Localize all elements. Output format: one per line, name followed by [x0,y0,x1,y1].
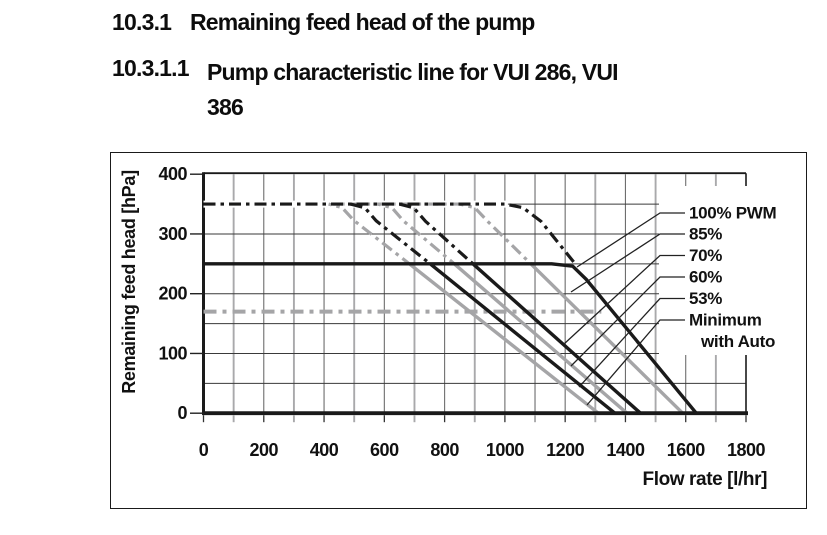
y-tick-label: 400 [159,165,188,185]
curve-minimum-with-auto [408,262,600,415]
legend-label: 100% PWM [689,204,776,223]
legend-leader-line [570,276,686,367]
legend-label: Minimum [689,311,762,330]
subsection-number: 10.3.1.1 [112,55,190,81]
y-tick-label: 200 [159,284,188,304]
section-heading: 10.3.1 Remaining feed head of the pump [112,9,535,36]
curve-100-pwm-limited [203,202,576,265]
legend-leader-line [571,233,686,293]
curve-53- [429,262,617,415]
x-tick-label: 1800 [727,440,766,460]
legend-label: 70% [689,246,722,265]
x-tick-label: 1400 [607,440,646,460]
section-title: Remaining feed head of the pump [190,9,535,35]
legend-backdrop [659,186,787,356]
subsection-title-line1: Pump characteristic line for VUI 286, VU… [207,59,619,85]
legend-leader-line [578,298,686,388]
curve-53--limited [350,202,432,266]
y-axis-title: Remaining feed head [hPa] [119,171,139,395]
subsection-title: Pump characteristic line for VUI 286, VU… [207,55,619,125]
x-tick-label: 800 [431,440,460,460]
section-number: 10.3.1 [112,9,172,35]
curve-minimum-with-auto-limited [328,202,411,266]
legend-label: 53% [689,289,722,308]
legend-label: 85% [689,225,722,244]
y-tick-label: 300 [159,224,188,244]
y-tick-label: 100 [159,344,188,364]
pump-chart-figure: 100% PWM 85% 70% 60% 53% Minimum with Auto 0 200… [110,152,807,509]
legend-leader-line [563,255,686,345]
curve-60--limited [377,202,456,266]
x-tick-label: 400 [310,440,339,460]
x-tick-label: 1000 [486,440,525,460]
legend-leader-line [577,212,686,268]
curve-60- [453,262,629,415]
legend-leader-line [586,319,686,406]
subsection-heading: 10.3.1.1 Pump characteristic line for VU… [112,55,619,125]
x-tick-label: 200 [250,440,279,460]
x-tick-label: 600 [370,440,399,460]
x-axis-title: Flow rate [l/hr] [643,469,768,490]
curve-70--limited [399,202,475,266]
legend-label-line2: with Auto [700,332,775,351]
curve-100-pwm [203,262,698,415]
subsection-title-line2: 386 [207,94,244,120]
legend-label: 60% [689,268,722,287]
x-tick-label: 1200 [547,440,586,460]
x-tick-label: 1600 [667,440,706,460]
x-tick-label: 0 [199,440,209,460]
curve-70- [472,262,643,415]
curve-85- [530,263,685,415]
y-tick-label: 0 [178,404,188,424]
